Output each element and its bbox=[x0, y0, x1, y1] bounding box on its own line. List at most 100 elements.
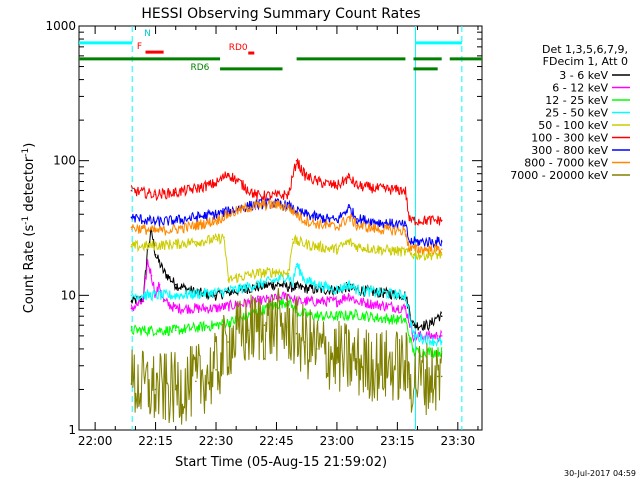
series-6-point-16 bbox=[376, 221, 379, 223]
series-3-point-18 bbox=[440, 341, 443, 343]
series-1-point-17 bbox=[356, 300, 358, 303]
x-tick-label-5: 23:15 bbox=[380, 434, 415, 448]
series-3-point-7 bbox=[291, 283, 294, 286]
series-5-point-13 bbox=[348, 176, 350, 179]
series-4-point-8 bbox=[255, 272, 258, 275]
series-8-point-7 bbox=[263, 324, 266, 327]
flag-bars: NF RD0 RD6 bbox=[79, 26, 482, 430]
series-6-point-0 bbox=[130, 216, 133, 219]
series-0-point-0 bbox=[130, 300, 133, 303]
series-6-point-11 bbox=[303, 213, 306, 216]
series-7 bbox=[130, 198, 443, 255]
series-8 bbox=[130, 288, 443, 425]
series-4-point-1 bbox=[154, 244, 157, 247]
series-5-point-6 bbox=[255, 194, 258, 197]
series-8-point-17 bbox=[408, 377, 411, 380]
series-2-point-0 bbox=[130, 329, 133, 332]
series-7-point-18 bbox=[408, 248, 411, 251]
series-8-point-13 bbox=[336, 355, 338, 358]
series-7-point-9 bbox=[287, 206, 290, 209]
series-5-point-3 bbox=[195, 187, 197, 190]
series-1-point-3 bbox=[150, 274, 153, 277]
series-6-point-14 bbox=[348, 206, 350, 209]
series-1-point-21 bbox=[436, 335, 439, 337]
series-5-point-14 bbox=[356, 185, 358, 187]
series-7-point-0 bbox=[130, 226, 133, 229]
series-7-point-3 bbox=[195, 224, 197, 227]
legend-entry-label-8: 7000 - 20000 keV bbox=[510, 169, 608, 182]
series-3-point-5 bbox=[275, 279, 278, 281]
series-3-point-6 bbox=[287, 274, 290, 277]
series-1-point-15 bbox=[336, 300, 338, 303]
series-line-8 bbox=[130, 288, 443, 425]
series-5-point-15 bbox=[376, 187, 379, 190]
series-4-point-7 bbox=[235, 276, 237, 279]
series-3-point-1 bbox=[174, 294, 177, 297]
plot-area bbox=[78, 25, 483, 431]
series-2-point-1 bbox=[174, 329, 177, 332]
y-tick-label-1: 10 bbox=[61, 288, 76, 302]
x-tick-label-3: 22:45 bbox=[259, 434, 294, 448]
series-5-point-1 bbox=[154, 193, 157, 196]
series-4-point-10 bbox=[287, 272, 290, 275]
series-3-point-16 bbox=[412, 335, 415, 337]
series-4-point-21 bbox=[440, 253, 443, 256]
x-tick-label-0: 22:00 bbox=[78, 434, 113, 448]
series-1-point-18 bbox=[376, 304, 379, 306]
series-line-7 bbox=[130, 198, 442, 255]
series-lines bbox=[130, 158, 443, 425]
plot-border bbox=[78, 25, 483, 431]
series-3-point-13 bbox=[356, 288, 358, 291]
series-8-point-16 bbox=[404, 364, 407, 367]
series-4-point-2 bbox=[174, 243, 177, 245]
series-line-5 bbox=[130, 158, 443, 226]
series-2-point-2 bbox=[215, 324, 217, 327]
series-7-point-4 bbox=[215, 219, 217, 222]
series-7-point-13 bbox=[336, 226, 338, 229]
series-1-point-7 bbox=[174, 307, 177, 310]
y-axis-label-main: Count Rate (s bbox=[22, 225, 37, 314]
series-6-point-17 bbox=[404, 224, 407, 227]
series-6-point-3 bbox=[195, 216, 197, 219]
series-0-point-23 bbox=[420, 324, 423, 327]
series-1-point-19 bbox=[404, 307, 407, 310]
series-5-point-12 bbox=[336, 185, 338, 187]
x-axis-label: Start Time (05-Aug-15 21:59:02) bbox=[175, 455, 387, 470]
series-0-point-5 bbox=[162, 270, 165, 273]
series-3-point-12 bbox=[348, 283, 350, 286]
series-3-point-10 bbox=[315, 283, 318, 286]
series-4-point-17 bbox=[376, 248, 379, 251]
series-2-point-11 bbox=[376, 317, 379, 319]
series-5 bbox=[130, 158, 443, 226]
series-7-point-8 bbox=[275, 204, 278, 206]
series-8-point-11 bbox=[303, 341, 306, 343]
series-5-point-19 bbox=[440, 219, 443, 222]
series-6-point-6 bbox=[247, 205, 250, 207]
series-5-point-7 bbox=[275, 194, 278, 197]
flag-label-2: F bbox=[137, 42, 142, 52]
x-tick-label-6: 23:30 bbox=[441, 434, 476, 448]
series-5-point-16 bbox=[404, 189, 407, 192]
series-2-point-10 bbox=[356, 313, 358, 316]
flag-label-1: N bbox=[144, 29, 151, 39]
series-8-point-12 bbox=[315, 348, 318, 350]
series-6-point-4 bbox=[215, 213, 217, 216]
series-0-point-9 bbox=[227, 291, 229, 294]
legend-entry-label-3: 25 - 50 keV bbox=[545, 107, 608, 120]
axes: 22:00 22:15 22:30 22:45 23:00 23:15 23:30 1 10 10… bbox=[45, 19, 482, 448]
series-0-point-12 bbox=[271, 283, 274, 286]
series-1-point-12 bbox=[287, 294, 290, 297]
series-4-point-5 bbox=[223, 236, 225, 239]
series-0-point-8 bbox=[215, 294, 217, 297]
series-7-point-15 bbox=[356, 224, 358, 227]
series-7-point-1 bbox=[154, 230, 157, 232]
series-4-point-15 bbox=[348, 240, 350, 243]
series-4-point-19 bbox=[412, 253, 415, 256]
series-3-point-17 bbox=[436, 341, 439, 343]
series-2-point-13 bbox=[412, 351, 415, 353]
y-axis-label-mid: detector bbox=[22, 156, 37, 216]
legend-entry-label-2: 12 - 25 keV bbox=[545, 94, 608, 107]
flag-label-3: RD0 bbox=[229, 43, 248, 53]
legend-entry-label-5: 100 - 300 keV bbox=[531, 132, 608, 145]
